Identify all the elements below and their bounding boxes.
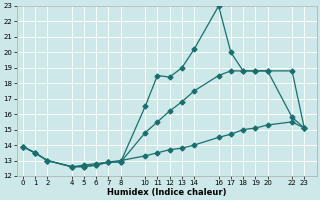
X-axis label: Humidex (Indice chaleur): Humidex (Indice chaleur)	[107, 188, 226, 197]
